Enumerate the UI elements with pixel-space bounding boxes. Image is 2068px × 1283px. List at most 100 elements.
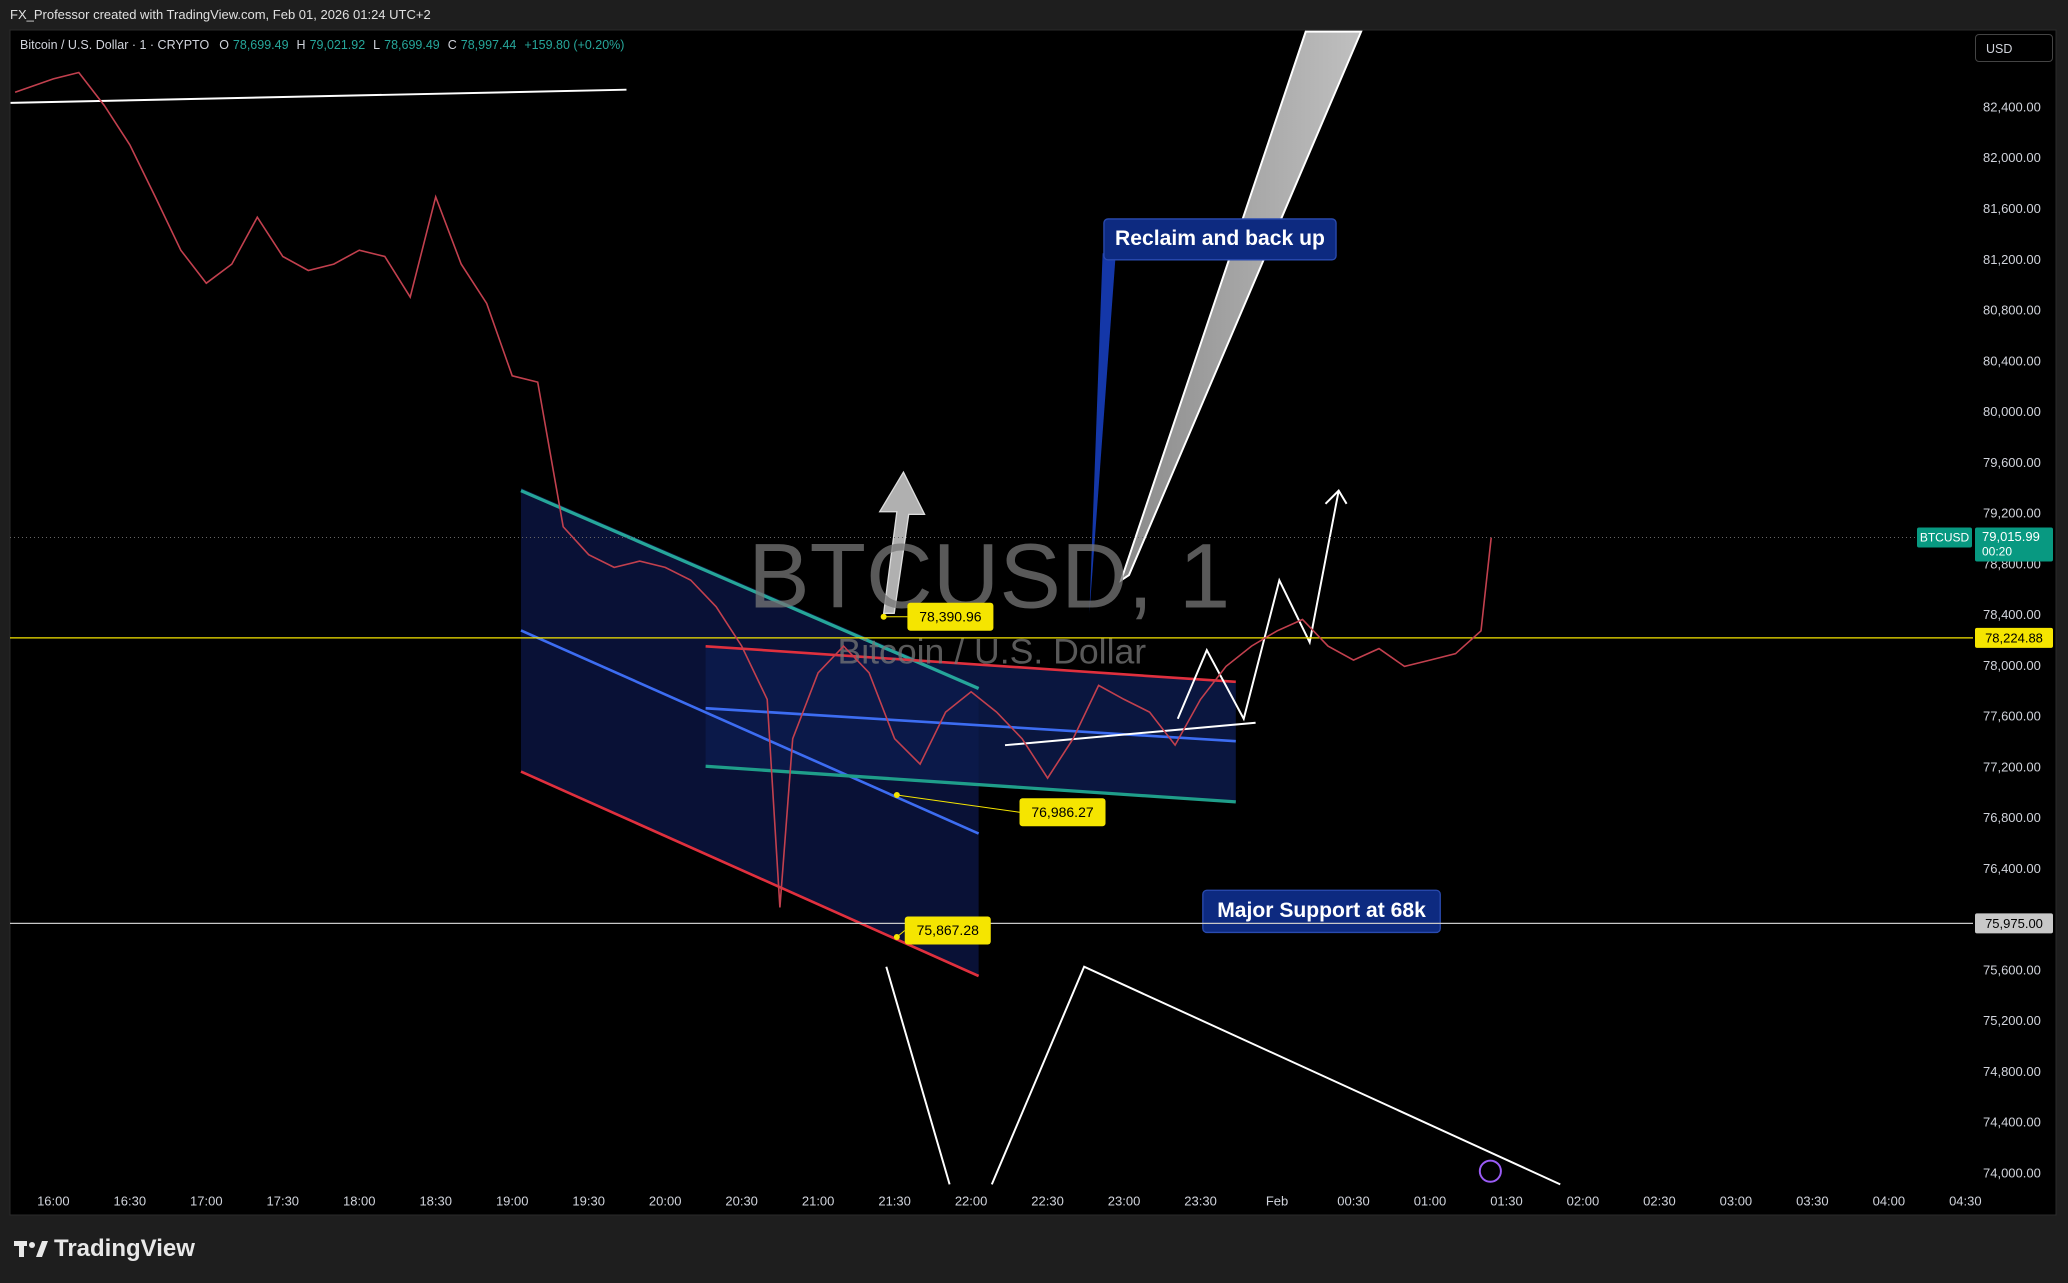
y-tick-label: 81,200.00 xyxy=(1983,252,2041,267)
plot-area: 78,390.96 76,986.27 75,867.28 xyxy=(10,71,1973,945)
ohlc-value: 78,699.49 xyxy=(232,38,289,52)
ohlc-label: C xyxy=(447,38,457,52)
path-projection xyxy=(990,965,1561,1186)
y-tick-label: 74,800.00 xyxy=(1983,1064,2041,1079)
x-tick-label: 03:00 xyxy=(1720,1193,1753,1208)
price-label-box xyxy=(1019,798,1106,827)
trend-line xyxy=(705,644,1236,684)
y-tick-label: 75,200.00 xyxy=(1983,1013,2041,1028)
x-tick-label: 21:00 xyxy=(802,1193,835,1208)
price-label-box xyxy=(904,916,991,945)
price-tag-text: 78,224.88 xyxy=(1985,630,2043,645)
price-label-leader xyxy=(896,794,1020,813)
x-tick-label: 22:30 xyxy=(1031,1193,1064,1208)
x-tick-label: 18:30 xyxy=(419,1193,452,1208)
change: +159.80 (+0.20%) xyxy=(524,38,625,52)
brand-logo xyxy=(14,1241,48,1257)
price-tag xyxy=(1975,627,2053,648)
brand: TradingView xyxy=(14,1235,195,1263)
x-tick-label: 04:00 xyxy=(1873,1193,1906,1208)
x-tick-label: 23:30 xyxy=(1184,1193,1217,1208)
y-tick-label: 78,000.00 xyxy=(1983,658,2041,673)
trend-line xyxy=(705,706,1236,743)
ohlc-label: L xyxy=(373,38,381,52)
arrow-up xyxy=(878,470,926,614)
y-tick-label: 82,400.00 xyxy=(1983,99,2041,114)
x-tick-label: 02:30 xyxy=(1643,1193,1676,1208)
price-label-text: 78,390.96 xyxy=(919,608,981,624)
x-tick-label: 17:30 xyxy=(267,1193,300,1208)
price-label-dot xyxy=(880,613,887,620)
last-price-text: 79,015.99 xyxy=(1982,529,2040,544)
symbol-tag-text: BTCUSD xyxy=(1920,531,1970,545)
y-tick-label: 80,800.00 xyxy=(1983,303,2041,318)
y-tick-label: 74,000.00 xyxy=(1983,1165,2041,1180)
symbol: Bitcoin / U.S. Dollar · 1 · CRYPTO xyxy=(20,38,210,52)
chart-background xyxy=(9,29,2057,1216)
x-tick-label: 23:00 xyxy=(1108,1193,1141,1208)
callout-text: Major Support at 68k xyxy=(1217,899,1426,922)
y-tick-label: 77,200.00 xyxy=(1983,759,2041,774)
x-tick-label: 16:00 xyxy=(37,1193,70,1208)
last-price-tag xyxy=(1975,527,2053,562)
ohlc-value: 78,699.49 xyxy=(384,38,440,52)
x-tick-label: 01:00 xyxy=(1414,1193,1447,1208)
callout-text: Reclaim and back up xyxy=(1115,227,1325,250)
path-projection xyxy=(1176,490,1340,722)
x-tick-label: 19:00 xyxy=(496,1193,529,1208)
y-tick-label: 75,600.00 xyxy=(1983,962,2041,977)
x-tick-label: 01:30 xyxy=(1490,1193,1523,1208)
x-tick-label: 20:30 xyxy=(725,1193,758,1208)
alert-icon xyxy=(1478,1159,1502,1183)
price-label-dot xyxy=(893,792,900,799)
x-tick-label: 00:30 xyxy=(1337,1193,1370,1208)
x-tick-label: 18:00 xyxy=(343,1193,376,1208)
y-tick-label: 78,400.00 xyxy=(1983,607,2041,622)
y-tick-label: 79,200.00 xyxy=(1983,506,2041,521)
price-label-box xyxy=(907,602,994,631)
y-tick-label: 80,000.00 xyxy=(1983,404,2041,419)
trend-line xyxy=(520,770,980,978)
x-tick-label: 17:00 xyxy=(190,1193,223,1208)
y-tick-label: 77,600.00 xyxy=(1983,709,2041,724)
callout-box xyxy=(1103,218,1337,261)
trend-line xyxy=(10,88,627,104)
ohlc-label: O xyxy=(219,38,229,52)
arrow-wedge xyxy=(1119,30,1363,583)
y-tick-label: 80,400.00 xyxy=(1983,353,2041,368)
x-tick-label: 03:30 xyxy=(1796,1193,1829,1208)
x-tick-label: Feb xyxy=(1266,1193,1288,1208)
x-tick-label: 16:30 xyxy=(114,1193,147,1208)
trend-line xyxy=(1004,721,1256,747)
brand-name: TradingView xyxy=(54,1235,195,1262)
x-tick-label: 22:00 xyxy=(955,1193,988,1208)
symbol-tag xyxy=(1917,527,1972,548)
arrow-head xyxy=(1324,489,1348,505)
price-tag-text: 75,975.00 xyxy=(1985,916,2043,931)
currency-button[interactable]: USD xyxy=(1975,34,2053,62)
trend-line xyxy=(705,764,1236,804)
y-tick-label: 74,400.00 xyxy=(1983,1115,2041,1130)
trend-line xyxy=(520,489,980,690)
y-tick-label: 82,000.00 xyxy=(1983,150,2041,165)
trend-line xyxy=(520,629,980,835)
x-tick-label: 20:00 xyxy=(649,1193,682,1208)
price-label-text: 76,986.27 xyxy=(1031,804,1093,820)
x-tick-label: 02:00 xyxy=(1567,1193,1600,1208)
path-projection xyxy=(885,966,951,1185)
ohlc-value: 78,997.44 xyxy=(460,38,517,52)
x-tick-label: 04:30 xyxy=(1949,1193,1982,1208)
callout-box xyxy=(1202,889,1441,934)
legend: Bitcoin / U.S. Dollar · 1 · CRYPTO O 78,6… xyxy=(20,38,628,52)
price-label-dot xyxy=(893,934,900,941)
credit: FX_Professor created with TradingView.co… xyxy=(10,7,431,22)
ohlc-label: H xyxy=(296,38,306,52)
x-tick-label: 19:30 xyxy=(572,1193,605,1208)
countdown-text: 00:20 xyxy=(1982,545,2012,559)
y-tick-label: 76,800.00 xyxy=(1983,810,2041,825)
y-tick-label: 76,400.00 xyxy=(1983,861,2041,876)
y-tick-label: 81,600.00 xyxy=(1983,201,2041,216)
price-tag xyxy=(1975,913,2053,934)
